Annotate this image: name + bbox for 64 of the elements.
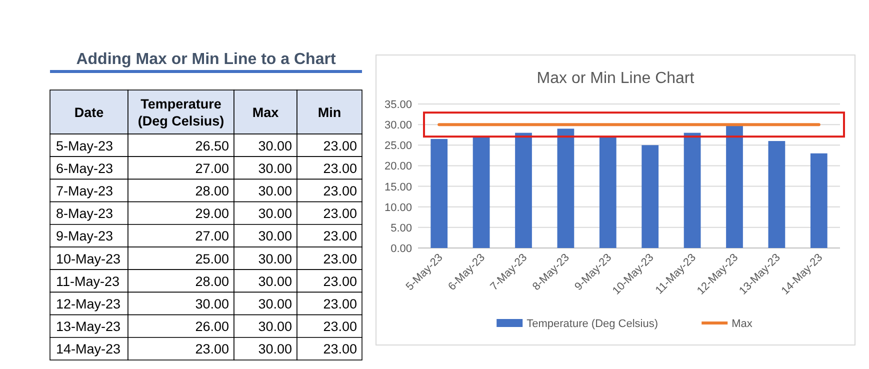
text: 30.00 xyxy=(258,274,292,289)
text: 26.50 xyxy=(195,138,229,154)
text: 23.00 xyxy=(323,342,357,357)
text: 23.00 xyxy=(323,206,357,222)
text: 30.00 xyxy=(258,228,292,244)
y-tick-label: 25.00 xyxy=(384,140,412,152)
text: 23.00 xyxy=(195,342,229,357)
y-tick-label: 5.00 xyxy=(390,222,412,234)
text: 30.00 xyxy=(258,296,292,312)
bar xyxy=(515,132,532,248)
bar xyxy=(557,128,574,248)
text: 28.00 xyxy=(195,184,229,198)
text: 13-May-23 xyxy=(56,319,121,334)
bar xyxy=(684,132,701,248)
text: 30.00 xyxy=(258,160,292,176)
text: Temperature (Deg Celsius) xyxy=(138,96,224,128)
y-tick-label: 15.00 xyxy=(384,181,412,194)
text: 28.00 xyxy=(195,274,229,289)
y-tick-label: 35.00 xyxy=(384,99,412,111)
text: 30.00 xyxy=(258,206,292,222)
text: 29.00 xyxy=(195,206,229,222)
text: 12-May-23 xyxy=(56,296,121,312)
y-tick-label: 0.00 xyxy=(390,243,412,255)
text: Adding Max or Min Line to a Chart xyxy=(76,51,336,68)
text: 9-May-23 xyxy=(56,228,114,244)
bar xyxy=(768,141,786,248)
text: 5-May-23 xyxy=(56,138,114,154)
y-tick-label: 30.00 xyxy=(384,120,412,132)
text: 30.00 xyxy=(258,184,292,198)
text: 23.00 xyxy=(323,296,357,312)
chart-title: Max or Min Line Chart xyxy=(536,70,695,87)
text: 25.00 xyxy=(195,251,229,266)
text: 23.00 xyxy=(323,319,357,334)
text: 30.00 xyxy=(258,319,292,334)
text: 23.00 xyxy=(323,184,357,198)
text: 23.00 xyxy=(323,228,357,244)
legend-label: Temperature (Deg Celsius) xyxy=(526,318,658,330)
text: 30.00 xyxy=(258,342,292,357)
y-tick-label: 10.00 xyxy=(384,202,412,214)
text: Min xyxy=(318,105,342,120)
bar xyxy=(599,136,616,248)
y-tick-label: 20.00 xyxy=(384,160,412,173)
text: 8-May-23 xyxy=(56,206,114,222)
bar xyxy=(810,153,828,248)
text: 30.00 xyxy=(195,296,229,312)
bar xyxy=(726,124,743,248)
text: Date xyxy=(74,105,104,120)
text: 7-May-23 xyxy=(56,184,114,198)
text: Max xyxy=(252,105,280,120)
bar xyxy=(472,136,490,248)
text: 30.00 xyxy=(258,138,292,154)
text: 23.00 xyxy=(323,251,357,266)
text: 14-May-23 xyxy=(56,342,121,357)
legend-label: Max xyxy=(732,318,753,330)
text: 26.00 xyxy=(195,319,229,334)
text: 23.00 xyxy=(323,160,357,176)
text: 23.00 xyxy=(323,138,357,154)
text: 6-May-23 xyxy=(56,160,114,176)
bar xyxy=(430,138,448,248)
text: 27.00 xyxy=(195,160,229,176)
text: 27.00 xyxy=(195,228,229,244)
text: 23.00 xyxy=(323,274,357,289)
text: 30.00 xyxy=(258,251,292,266)
bar xyxy=(642,145,659,248)
